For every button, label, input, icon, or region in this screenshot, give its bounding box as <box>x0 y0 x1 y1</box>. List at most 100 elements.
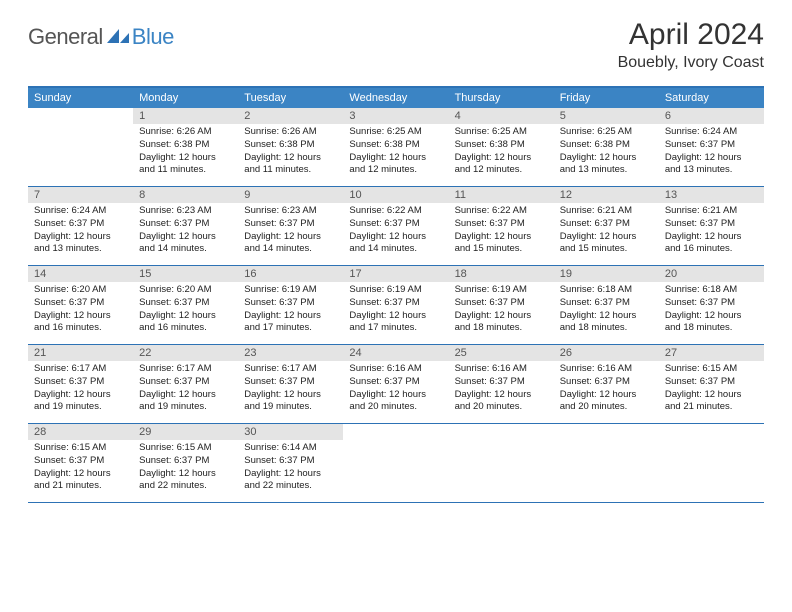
day-body: Sunrise: 6:21 AMSunset: 6:37 PMDaylight:… <box>554 203 659 260</box>
day-body: Sunrise: 6:24 AMSunset: 6:37 PMDaylight:… <box>659 124 764 181</box>
day-cell: 10Sunrise: 6:22 AMSunset: 6:37 PMDayligh… <box>343 187 448 265</box>
day-number: 6 <box>659 108 764 124</box>
day-cell: 15Sunrise: 6:20 AMSunset: 6:37 PMDayligh… <box>133 266 238 344</box>
day-number: 7 <box>28 187 133 203</box>
day-body: Sunrise: 6:21 AMSunset: 6:37 PMDaylight:… <box>659 203 764 260</box>
day-body: Sunrise: 6:23 AMSunset: 6:37 PMDaylight:… <box>238 203 343 260</box>
day-cell: 2Sunrise: 6:26 AMSunset: 6:38 PMDaylight… <box>238 108 343 186</box>
day-body: Sunrise: 6:17 AMSunset: 6:37 PMDaylight:… <box>238 361 343 418</box>
day-number: 25 <box>449 345 554 361</box>
day-cell: 28Sunrise: 6:15 AMSunset: 6:37 PMDayligh… <box>28 424 133 502</box>
day-body: Sunrise: 6:15 AMSunset: 6:37 PMDaylight:… <box>659 361 764 418</box>
day-cell: 9Sunrise: 6:23 AMSunset: 6:37 PMDaylight… <box>238 187 343 265</box>
day-body: Sunrise: 6:24 AMSunset: 6:37 PMDaylight:… <box>28 203 133 260</box>
logo-text-general: General <box>28 24 103 50</box>
day-body: Sunrise: 6:16 AMSunset: 6:37 PMDaylight:… <box>554 361 659 418</box>
day-body: Sunrise: 6:26 AMSunset: 6:38 PMDaylight:… <box>238 124 343 181</box>
day-cell: 11Sunrise: 6:22 AMSunset: 6:37 PMDayligh… <box>449 187 554 265</box>
weekday-tuesday: Tuesday <box>238 88 343 108</box>
week-row: 1Sunrise: 6:26 AMSunset: 6:38 PMDaylight… <box>28 108 764 187</box>
day-number: 20 <box>659 266 764 282</box>
day-cell: 22Sunrise: 6:17 AMSunset: 6:37 PMDayligh… <box>133 345 238 423</box>
day-number: 26 <box>554 345 659 361</box>
weekday-monday: Monday <box>133 88 238 108</box>
location: Bouebly, Ivory Coast <box>618 54 764 72</box>
day-number: 29 <box>133 424 238 440</box>
day-body: Sunrise: 6:20 AMSunset: 6:37 PMDaylight:… <box>133 282 238 339</box>
day-cell: 6Sunrise: 6:24 AMSunset: 6:37 PMDaylight… <box>659 108 764 186</box>
day-number: 10 <box>343 187 448 203</box>
day-number: 23 <box>238 345 343 361</box>
day-cell: 24Sunrise: 6:16 AMSunset: 6:37 PMDayligh… <box>343 345 448 423</box>
weekday-thursday: Thursday <box>449 88 554 108</box>
day-number: 1 <box>133 108 238 124</box>
day-cell: 26Sunrise: 6:16 AMSunset: 6:37 PMDayligh… <box>554 345 659 423</box>
day-cell: 14Sunrise: 6:20 AMSunset: 6:37 PMDayligh… <box>28 266 133 344</box>
logo-text-blue: Blue <box>132 24 174 50</box>
day-number: 17 <box>343 266 448 282</box>
day-cell: 1Sunrise: 6:26 AMSunset: 6:38 PMDaylight… <box>133 108 238 186</box>
day-cell: 8Sunrise: 6:23 AMSunset: 6:37 PMDaylight… <box>133 187 238 265</box>
week-row: 28Sunrise: 6:15 AMSunset: 6:37 PMDayligh… <box>28 424 764 503</box>
day-number: 5 <box>554 108 659 124</box>
weekday-friday: Friday <box>554 88 659 108</box>
week-row: 21Sunrise: 6:17 AMSunset: 6:37 PMDayligh… <box>28 345 764 424</box>
day-number: 27 <box>659 345 764 361</box>
day-body: Sunrise: 6:14 AMSunset: 6:37 PMDaylight:… <box>238 440 343 497</box>
day-body: Sunrise: 6:18 AMSunset: 6:37 PMDaylight:… <box>659 282 764 339</box>
day-cell: 13Sunrise: 6:21 AMSunset: 6:37 PMDayligh… <box>659 187 764 265</box>
day-body: Sunrise: 6:15 AMSunset: 6:37 PMDaylight:… <box>133 440 238 497</box>
day-cell: 17Sunrise: 6:19 AMSunset: 6:37 PMDayligh… <box>343 266 448 344</box>
day-number: 8 <box>133 187 238 203</box>
day-cell: 19Sunrise: 6:18 AMSunset: 6:37 PMDayligh… <box>554 266 659 344</box>
day-cell: 12Sunrise: 6:21 AMSunset: 6:37 PMDayligh… <box>554 187 659 265</box>
day-number: 28 <box>28 424 133 440</box>
day-body: Sunrise: 6:18 AMSunset: 6:37 PMDaylight:… <box>554 282 659 339</box>
day-cell: 27Sunrise: 6:15 AMSunset: 6:37 PMDayligh… <box>659 345 764 423</box>
day-number: 30 <box>238 424 343 440</box>
logo: General Blue <box>28 24 174 50</box>
day-body: Sunrise: 6:19 AMSunset: 6:37 PMDaylight:… <box>238 282 343 339</box>
day-body: Sunrise: 6:25 AMSunset: 6:38 PMDaylight:… <box>554 124 659 181</box>
day-cell: 16Sunrise: 6:19 AMSunset: 6:37 PMDayligh… <box>238 266 343 344</box>
day-number: 18 <box>449 266 554 282</box>
day-cell: 3Sunrise: 6:25 AMSunset: 6:38 PMDaylight… <box>343 108 448 186</box>
weekday-sunday: Sunday <box>28 88 133 108</box>
day-cell: 23Sunrise: 6:17 AMSunset: 6:37 PMDayligh… <box>238 345 343 423</box>
day-number: 11 <box>449 187 554 203</box>
day-body: Sunrise: 6:25 AMSunset: 6:38 PMDaylight:… <box>343 124 448 181</box>
week-row: 7Sunrise: 6:24 AMSunset: 6:37 PMDaylight… <box>28 187 764 266</box>
day-body: Sunrise: 6:19 AMSunset: 6:37 PMDaylight:… <box>343 282 448 339</box>
day-cell: 29Sunrise: 6:15 AMSunset: 6:37 PMDayligh… <box>133 424 238 502</box>
weeks-container: 1Sunrise: 6:26 AMSunset: 6:38 PMDaylight… <box>28 108 764 503</box>
day-body: Sunrise: 6:22 AMSunset: 6:37 PMDaylight:… <box>343 203 448 260</box>
day-number: 4 <box>449 108 554 124</box>
day-body: Sunrise: 6:25 AMSunset: 6:38 PMDaylight:… <box>449 124 554 181</box>
day-number: 15 <box>133 266 238 282</box>
day-cell <box>343 424 448 502</box>
day-body: Sunrise: 6:19 AMSunset: 6:37 PMDaylight:… <box>449 282 554 339</box>
weekday-saturday: Saturday <box>659 88 764 108</box>
day-body: Sunrise: 6:20 AMSunset: 6:37 PMDaylight:… <box>28 282 133 339</box>
header: General Blue April 2024 Bouebly, Ivory C… <box>0 0 792 80</box>
day-number: 14 <box>28 266 133 282</box>
day-number: 3 <box>343 108 448 124</box>
day-number: 13 <box>659 187 764 203</box>
day-body: Sunrise: 6:23 AMSunset: 6:37 PMDaylight:… <box>133 203 238 260</box>
day-cell <box>554 424 659 502</box>
day-body: Sunrise: 6:22 AMSunset: 6:37 PMDaylight:… <box>449 203 554 260</box>
calendar: SundayMondayTuesdayWednesdayThursdayFrid… <box>28 86 764 503</box>
day-cell: 21Sunrise: 6:17 AMSunset: 6:37 PMDayligh… <box>28 345 133 423</box>
day-cell: 18Sunrise: 6:19 AMSunset: 6:37 PMDayligh… <box>449 266 554 344</box>
day-cell: 30Sunrise: 6:14 AMSunset: 6:37 PMDayligh… <box>238 424 343 502</box>
day-body: Sunrise: 6:17 AMSunset: 6:37 PMDaylight:… <box>133 361 238 418</box>
logo-sail-icon <box>105 27 131 47</box>
day-cell: 25Sunrise: 6:16 AMSunset: 6:37 PMDayligh… <box>449 345 554 423</box>
day-body: Sunrise: 6:16 AMSunset: 6:37 PMDaylight:… <box>343 361 448 418</box>
week-row: 14Sunrise: 6:20 AMSunset: 6:37 PMDayligh… <box>28 266 764 345</box>
day-cell: 7Sunrise: 6:24 AMSunset: 6:37 PMDaylight… <box>28 187 133 265</box>
day-cell: 4Sunrise: 6:25 AMSunset: 6:38 PMDaylight… <box>449 108 554 186</box>
day-number: 2 <box>238 108 343 124</box>
day-cell: 5Sunrise: 6:25 AMSunset: 6:38 PMDaylight… <box>554 108 659 186</box>
month-title: April 2024 <box>618 18 764 52</box>
